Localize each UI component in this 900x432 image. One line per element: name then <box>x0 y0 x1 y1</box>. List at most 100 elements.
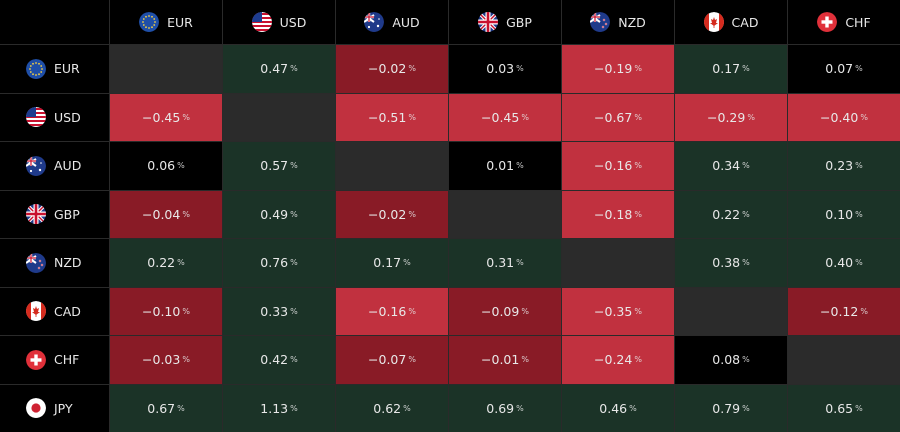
column-header-aud[interactable]: AUD <box>336 0 448 44</box>
heatmap-cell[interactable]: −0.02% <box>336 45 448 93</box>
heatmap-cell[interactable]: 0.22% <box>110 239 222 287</box>
row-header-usd[interactable]: USD <box>0 93 109 141</box>
heatmap-cell[interactable]: 0.01% <box>449 142 561 190</box>
row-header-jpy[interactable]: JPY <box>0 384 109 432</box>
cell-value: 0.08 <box>712 352 741 368</box>
cell-value: −0.18 <box>594 206 633 222</box>
heatmap-cell[interactable]: −0.24% <box>562 336 674 384</box>
row-header-gbp[interactable]: GBP <box>0 190 109 238</box>
heatmap-cell[interactable]: −0.02% <box>336 190 448 238</box>
cell-value: −0.16 <box>594 158 633 174</box>
heatmap-cell[interactable]: −0.29% <box>675 93 787 141</box>
cell-value: −0.10 <box>142 303 181 319</box>
percent-sign: % <box>747 112 755 122</box>
heatmap-cell[interactable]: 0.38% <box>675 239 787 287</box>
column-header-label: NZD <box>618 14 646 30</box>
heatmap-cell[interactable]: −0.45% <box>449 93 561 141</box>
cell-value: 0.17 <box>712 61 741 77</box>
cell-value: −0.01 <box>481 352 520 368</box>
percent-sign: % <box>177 161 185 171</box>
column-header-usd[interactable]: USD <box>223 0 335 44</box>
row-header-aud[interactable]: AUD <box>0 142 109 190</box>
heatmap-cell[interactable]: −0.16% <box>336 287 448 335</box>
column-header-label: AUD <box>392 14 420 30</box>
heatmap-cell[interactable]: 0.08% <box>675 336 787 384</box>
heatmap-cell[interactable]: −0.19% <box>562 45 674 93</box>
heatmap-cell[interactable]: 1.13% <box>223 384 335 432</box>
heatmap-cell[interactable]: 0.40% <box>788 239 900 287</box>
column-header-label: CAD <box>731 14 759 30</box>
heatmap-cell[interactable]: 0.03% <box>449 45 561 93</box>
row-header-chf[interactable]: CHF <box>0 336 109 384</box>
row-header-nzd[interactable]: NZD <box>0 239 109 287</box>
percent-sign: % <box>742 258 750 268</box>
heatmap-cell[interactable]: 0.17% <box>336 239 448 287</box>
row-header-label: CAD <box>54 303 81 319</box>
row-header-eur[interactable]: EUR <box>0 45 109 93</box>
heatmap-cell[interactable]: −0.51% <box>336 93 448 141</box>
heatmap-cell[interactable]: −0.12% <box>788 287 900 335</box>
percent-sign: % <box>634 64 642 74</box>
heatmap-cell[interactable]: 0.62% <box>336 384 448 432</box>
heatmap-cell[interactable]: −0.09% <box>449 287 561 335</box>
percent-sign: % <box>742 355 750 365</box>
percent-sign: % <box>516 64 524 74</box>
heatmap-cell[interactable]: 0.49% <box>223 190 335 238</box>
heatmap-cell[interactable]: 0.67% <box>110 384 222 432</box>
heatmap-cell[interactable]: 0.57% <box>223 142 335 190</box>
heatmap-cell[interactable]: 0.42% <box>223 336 335 384</box>
cell-value: −0.12 <box>820 303 859 319</box>
percent-sign: % <box>290 403 298 413</box>
heatmap-cell[interactable]: 0.65% <box>788 384 900 432</box>
heatmap-cell[interactable]: 0.47% <box>223 45 335 93</box>
heatmap-cell[interactable]: −0.10% <box>110 287 222 335</box>
percent-sign: % <box>290 306 298 316</box>
heatmap-cell[interactable]: 0.34% <box>675 142 787 190</box>
heatmap-cell[interactable]: 0.79% <box>675 384 787 432</box>
gb-flag-icon <box>26 204 46 225</box>
heatmap-cell[interactable]: 0.46% <box>562 384 674 432</box>
cell-value: 0.38 <box>712 255 741 271</box>
heatmap-cell[interactable]: 0.17% <box>675 45 787 93</box>
heatmap-cell[interactable]: −0.03% <box>110 336 222 384</box>
heatmap-cell[interactable]: 0.76% <box>223 239 335 287</box>
au-flag-icon <box>26 155 46 176</box>
row-header-label: NZD <box>54 255 82 271</box>
percent-sign: % <box>742 209 750 219</box>
heatmap-cell[interactable]: −0.67% <box>562 93 674 141</box>
cell-value: −0.45 <box>481 109 520 125</box>
heatmap-cell[interactable]: −0.07% <box>336 336 448 384</box>
row-header-cad[interactable]: CAD <box>0 287 109 335</box>
percent-sign: % <box>634 209 642 219</box>
heatmap-cell[interactable]: −0.16% <box>562 142 674 190</box>
cell-value: 0.76 <box>260 255 289 271</box>
column-header-nzd[interactable]: NZD <box>562 0 674 44</box>
empty-self-cell <box>449 190 561 238</box>
heatmap-cell[interactable]: 0.07% <box>788 45 900 93</box>
heatmap-cell[interactable]: 0.22% <box>675 190 787 238</box>
heatmap-cell[interactable]: 0.69% <box>449 384 561 432</box>
heatmap-cell[interactable]: 0.06% <box>110 142 222 190</box>
heatmap-cell[interactable]: −0.01% <box>449 336 561 384</box>
heatmap-cell[interactable]: −0.40% <box>788 93 900 141</box>
heatmap-cell[interactable]: −0.45% <box>110 93 222 141</box>
cell-value: 0.65 <box>825 400 854 416</box>
percent-sign: % <box>408 112 416 122</box>
percent-sign: % <box>634 355 642 365</box>
heatmap-cell[interactable]: 0.31% <box>449 239 561 287</box>
percent-sign: % <box>403 403 411 413</box>
heatmap-cell[interactable]: −0.04% <box>110 190 222 238</box>
column-header-chf[interactable]: CHF <box>788 0 900 44</box>
heatmap-cell[interactable]: 0.10% <box>788 190 900 238</box>
column-header-cad[interactable]: CAD <box>675 0 787 44</box>
heatmap-cell[interactable]: −0.18% <box>562 190 674 238</box>
column-header-eur[interactable]: EUR <box>110 0 222 44</box>
ch-flag-icon <box>26 349 46 370</box>
ca-flag-icon <box>26 301 46 322</box>
heatmap-cell[interactable]: −0.35% <box>562 287 674 335</box>
empty-self-cell <box>788 336 900 384</box>
column-header-gbp[interactable]: GBP <box>449 0 561 44</box>
nz-flag-icon <box>26 252 46 273</box>
heatmap-cell[interactable]: 0.33% <box>223 287 335 335</box>
heatmap-cell[interactable]: 0.23% <box>788 142 900 190</box>
